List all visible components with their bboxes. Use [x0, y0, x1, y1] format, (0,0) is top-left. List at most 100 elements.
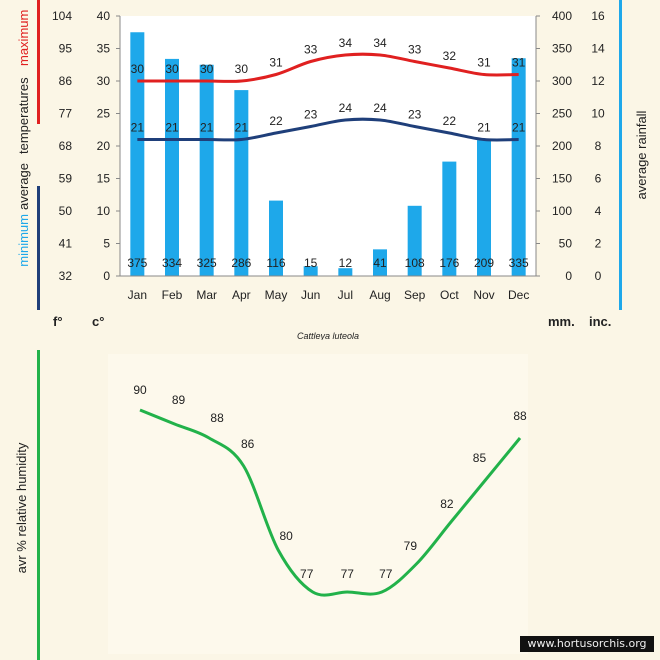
- month-label: Apr: [232, 288, 251, 302]
- mm-tick-label: 150: [552, 172, 572, 186]
- mm-tick-label: 300: [552, 74, 572, 88]
- rainfall-bar: [269, 200, 283, 276]
- humidity-plot-area: [108, 354, 528, 654]
- rainfall-value-label: 116: [266, 256, 285, 270]
- humidity-legend-bar: [37, 350, 40, 660]
- inch-tick-label: 2: [595, 237, 602, 251]
- fahrenheit-tick-label: 104: [52, 9, 72, 23]
- humidity-value-label: 88: [210, 411, 224, 425]
- humidity-value-label: 90: [133, 383, 147, 397]
- minimum-legend-bar: [37, 186, 40, 310]
- month-label: Dec: [508, 288, 529, 302]
- rainfall-bar: [442, 161, 457, 276]
- inch-tick-label: 10: [591, 107, 605, 121]
- inch-tick-label: 8: [595, 139, 602, 153]
- month-label: Jun: [301, 288, 320, 302]
- mm-tick-label: 350: [552, 42, 572, 56]
- maximum-value-label: 30: [235, 62, 249, 76]
- humidity-value-label: 77: [379, 567, 393, 581]
- rainfall-value-label: 335: [509, 256, 529, 270]
- maximum-value-label: 31: [477, 56, 491, 70]
- humidity-line: [139, 408, 522, 597]
- maximum-value-label: 31: [512, 56, 526, 70]
- celsius-tick-label: 15: [97, 172, 111, 186]
- humidity-value-label: 77: [300, 567, 314, 581]
- rainfall-bar: [303, 266, 318, 276]
- celsius-tick-label: 25: [97, 107, 111, 121]
- minimum-value-label: 24: [373, 101, 387, 115]
- minimum-value-label: 22: [269, 114, 283, 128]
- month-label: Aug: [369, 288, 390, 302]
- rainfall-bar: [338, 268, 353, 276]
- month-label: Oct: [440, 288, 459, 302]
- fahrenheit-tick-label: 50: [59, 204, 73, 218]
- maximum-value-label: 30: [200, 62, 214, 76]
- rainfall-value-label: 209: [474, 256, 494, 270]
- fahrenheit-tick-label: 68: [59, 139, 73, 153]
- minimum-value-label: 21: [165, 121, 179, 135]
- fahrenheit-tick-label: 41: [59, 237, 73, 251]
- minimum-value-label: 24: [339, 101, 353, 115]
- minimum-value-label: 23: [408, 108, 422, 122]
- rainfall-bar: [407, 205, 422, 276]
- minimum-value-label: 21: [512, 121, 526, 135]
- humidity-value-label: 86: [241, 437, 255, 451]
- rainfall-value-label: 41: [373, 256, 387, 270]
- mm-tick-label: 400: [552, 9, 572, 23]
- mm-tick-label: 50: [559, 237, 573, 251]
- month-label: Nov: [473, 288, 494, 302]
- inch-tick-label: 16: [591, 9, 605, 23]
- inch-tick-label: 14: [591, 42, 605, 56]
- maximum-value-label: 33: [408, 43, 422, 57]
- inch-tick-label: 4: [595, 204, 602, 218]
- rainfall-value-label: 176: [439, 256, 459, 270]
- humidity-value-label: 77: [341, 567, 355, 581]
- minimum-value-label: 21: [235, 121, 249, 135]
- maximum-value-label: 32: [443, 49, 457, 63]
- rainfall-value-label: 15: [304, 256, 318, 270]
- humidity-value-label: 85: [473, 451, 487, 465]
- rainfall-value-label: 108: [405, 256, 425, 270]
- temperatures-axis-label: temperatures: [16, 77, 31, 154]
- climate-plot-area: [120, 16, 536, 276]
- minimum-axis-label: minimum: [16, 214, 31, 267]
- maximum-value-label: 33: [304, 43, 318, 57]
- minimum-value-label: 21: [131, 121, 145, 135]
- humidity-chart: avr % relative humidity 90 89 88 86 80 77 77 77…: [14, 350, 528, 660]
- fahrenheit-tick-label: 32: [59, 269, 73, 283]
- inch-tick-label: 6: [595, 172, 602, 186]
- mm-tick-label: 0: [565, 269, 572, 283]
- minimum-value-label: 21: [477, 121, 491, 135]
- mm-tick-label: 200: [552, 139, 572, 153]
- minimum-value-label: 21: [200, 121, 214, 135]
- fahrenheit-unit: f°: [53, 314, 63, 329]
- celsius-tick-label: 10: [97, 204, 111, 218]
- rainfall-bar: [234, 90, 249, 276]
- rainfall-value-label: 334: [162, 256, 182, 270]
- month-label: Feb: [162, 288, 183, 302]
- maximum-axis-label: maximum: [16, 10, 31, 66]
- rainfall-value-label: 286: [231, 256, 251, 270]
- fahrenheit-tick-label: 86: [59, 74, 73, 88]
- rainfall-bar: [130, 32, 145, 276]
- minimum-value-label: 22: [443, 114, 457, 128]
- humidity-value-label: 88: [513, 409, 527, 423]
- mm-unit: mm.: [548, 314, 575, 329]
- celsius-tick-label: 0: [103, 269, 110, 283]
- rainfall-bar: [511, 58, 526, 276]
- humidity-axis-label: avr % relative humidity: [14, 442, 29, 573]
- minimum-temperature-line: [137, 117, 519, 142]
- rainfall-bar: [199, 64, 214, 276]
- fahrenheit-tick-label: 59: [59, 172, 73, 186]
- rainfall-axis-label: average rainfall: [634, 110, 649, 199]
- fahrenheit-tick-label: 77: [59, 107, 73, 121]
- maximum-value-label: 30: [131, 62, 145, 76]
- rainfall-value-label: 375: [127, 256, 147, 270]
- celsius-tick-label: 40: [97, 9, 111, 23]
- celsius-tick-label: 5: [103, 237, 110, 251]
- rainfall-value-label: 325: [197, 256, 217, 270]
- maximum-value-label: 31: [269, 56, 283, 70]
- maximum-value-label: 34: [339, 36, 353, 50]
- mm-tick-label: 100: [552, 204, 572, 218]
- rainfall-bar: [165, 58, 179, 277]
